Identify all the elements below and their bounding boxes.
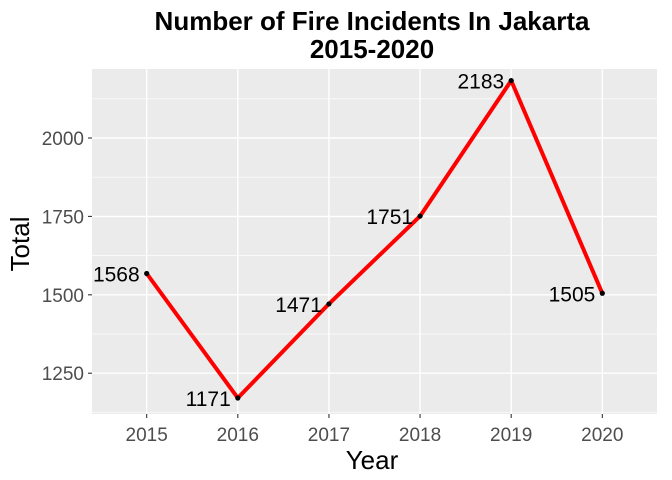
minor-gridlines [92,98,657,413]
data-point-2020 [599,290,605,296]
y-tick-label-1250: 1250 [42,364,84,385]
data-label-2016: 1171 [186,388,231,411]
x-tick-label-2019: 2019 [490,425,532,446]
series-line-group [144,78,605,400]
x-tick-label-2020: 2020 [581,425,623,446]
chart-title-line-2: 2015-2020 [310,34,434,64]
data-point-2015 [144,270,150,277]
data-label-2018: 1751 [366,206,413,229]
data-label-2017: 1471 [275,294,322,317]
x-axis-ticks: 2015 2016 2017 2018 2019 2020 [126,414,623,446]
data-point-2018 [417,213,423,219]
data-label-2020: 1505 [549,283,596,306]
data-point-2016 [235,395,241,401]
x-tick-label-2018: 2018 [399,425,441,446]
major-gridlines [92,69,657,414]
data-label-2015: 1568 [93,263,140,286]
x-tick-label-2015: 2015 [126,425,168,446]
series-line [144,78,605,400]
y-axis-ticks: 1250 1500 1750 2000 [42,129,92,385]
y-tick-label-2000: 2000 [42,129,84,150]
data-point-2019 [508,78,514,84]
x-axis-title: Year [346,445,399,475]
data-label-2019: 2183 [457,71,504,94]
x-tick-label-2017: 2017 [308,425,350,446]
chart-title-line-1: Number of Fire Incidents In Jakarta [155,6,590,36]
x-tick-label-2016: 2016 [217,425,259,446]
data-labels: 1568 1171 1471 1751 2183 1505 [93,71,595,411]
y-tick-label-1750: 1750 [42,207,84,228]
plot-panel [92,69,657,414]
y-axis-title: Total [5,217,35,272]
y-tick-label-1500: 1500 [42,286,84,307]
data-points [144,78,605,401]
data-point-2017 [326,301,332,307]
